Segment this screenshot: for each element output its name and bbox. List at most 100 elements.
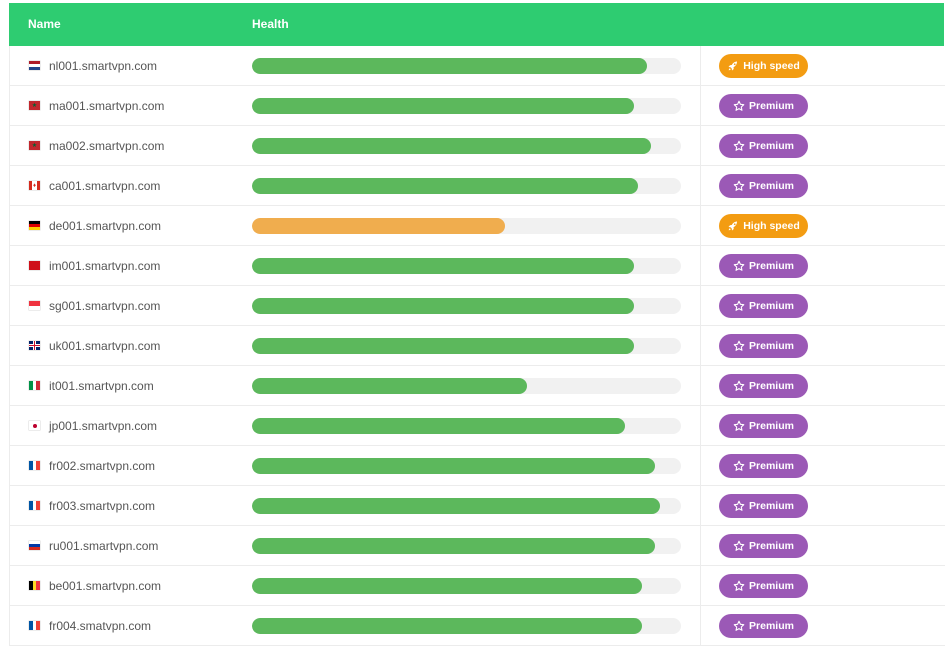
health-bar: [252, 298, 681, 314]
premium-badge: Premium: [719, 174, 808, 198]
health-bar-fill: [252, 218, 506, 234]
server-cell: it001.smartvpn.com: [9, 366, 700, 406]
health-bar-fill: [252, 458, 656, 474]
health-bar-fill: [252, 138, 651, 154]
table-row[interactable]: ♦ ca001.smartvpn.com Premium: [9, 166, 945, 206]
badge-label: Premium: [749, 340, 794, 352]
name-column-header: Name: [28, 17, 61, 31]
health-bar: [252, 538, 681, 554]
rocket-icon: [728, 221, 738, 231]
table-row[interactable]: fr004.smatvpn.com Premium: [9, 606, 945, 646]
health-bar-fill: [252, 338, 634, 354]
star-icon: [733, 300, 745, 311]
badge-cell: Premium: [700, 286, 945, 326]
badge-cell: Premium: [700, 486, 945, 526]
badge-label: Premium: [749, 580, 794, 592]
be-flag-icon: [29, 581, 40, 590]
badge-label: Premium: [749, 460, 794, 472]
server-name: fr003.smartvpn.com: [49, 499, 156, 513]
premium-badge: Premium: [719, 294, 808, 318]
fr-flag-icon: [29, 621, 40, 630]
star-icon: [733, 540, 745, 551]
server-cell: ♦ ca001.smartvpn.com: [9, 166, 700, 206]
ca-flag-icon: ♦: [29, 181, 40, 190]
badge-cell: Premium: [700, 406, 945, 446]
server-cell: be001.smartvpn.com: [9, 566, 700, 606]
badge-label: Premium: [749, 620, 794, 632]
table-row[interactable]: im001.smartvpn.com Premium: [9, 246, 945, 286]
premium-badge: Premium: [719, 534, 808, 558]
server-cell: ★ ma002.smartvpn.com: [9, 126, 700, 166]
badge-cell: Premium: [700, 526, 945, 566]
premium-badge: Premium: [719, 494, 808, 518]
health-bar: [252, 618, 681, 634]
health-bar: [252, 98, 681, 114]
badge-label: Premium: [749, 540, 794, 552]
server-name: ma001.smartvpn.com: [49, 99, 165, 113]
server-name: ca001.smartvpn.com: [49, 179, 161, 193]
server-cell: sg001.smartvpn.com: [9, 286, 700, 326]
badge-label: Premium: [749, 380, 794, 392]
health-bar-fill: [252, 98, 634, 114]
badge-label: Premium: [749, 100, 794, 112]
table-row[interactable]: ru001.smartvpn.com Premium: [9, 526, 945, 566]
table-row[interactable]: it001.smartvpn.com Premium: [9, 366, 945, 406]
table-row[interactable]: uk001.smartvpn.com Premium: [9, 326, 945, 366]
badge-cell: Premium: [700, 366, 945, 406]
health-bar: [252, 378, 681, 394]
table-row[interactable]: ★ ma002.smartvpn.com Premium: [9, 126, 945, 166]
badge-label: Premium: [749, 300, 794, 312]
de-flag-icon: [29, 221, 40, 230]
badge-cell: Premium: [700, 166, 945, 206]
health-bar: [252, 578, 681, 594]
server-cell: nl001.smartvpn.com: [9, 46, 700, 86]
server-name: sg001.smartvpn.com: [49, 299, 161, 313]
star-icon: [733, 580, 745, 591]
table-row[interactable]: ★ ma001.smartvpn.com Premium: [9, 86, 945, 126]
server-name: fr004.smatvpn.com: [49, 619, 152, 633]
badge-cell: Premium: [700, 606, 945, 646]
server-name: ma002.smartvpn.com: [49, 139, 165, 153]
badge-cell: Premium: [700, 566, 945, 606]
ru-flag-icon: [29, 541, 40, 550]
premium-badge: Premium: [719, 134, 808, 158]
server-cell: jp001.smartvpn.com: [9, 406, 700, 446]
premium-badge: Premium: [719, 254, 808, 278]
health-bar-fill: [252, 58, 647, 74]
health-bar-fill: [252, 418, 626, 434]
badge-label: Premium: [749, 500, 794, 512]
badge-label: High speed: [743, 60, 800, 72]
star-icon: [733, 620, 745, 631]
star-icon: [733, 460, 745, 471]
table-row[interactable]: fr002.smartvpn.com Premium: [9, 446, 945, 486]
speed-badge: High speed: [719, 54, 808, 78]
premium-badge: Premium: [719, 334, 808, 358]
table-row[interactable]: de001.smartvpn.com High speed: [9, 206, 945, 246]
table-row[interactable]: jp001.smartvpn.com Premium: [9, 406, 945, 446]
server-name: it001.smartvpn.com: [49, 379, 154, 393]
server-cell: de001.smartvpn.com: [9, 206, 700, 246]
badge-label: Premium: [749, 420, 794, 432]
table-row[interactable]: fr003.smartvpn.com Premium: [9, 486, 945, 526]
star-icon: [733, 340, 745, 351]
health-bar-fill: [252, 258, 634, 274]
table-row[interactable]: sg001.smartvpn.com Premium: [9, 286, 945, 326]
star-icon: [733, 180, 745, 191]
badge-cell: High speed: [700, 46, 945, 86]
table-row[interactable]: be001.smartvpn.com Premium: [9, 566, 945, 606]
server-table: Name Health nl001.smartvpn.com High spee…: [9, 3, 945, 646]
speed-badge: High speed: [719, 214, 808, 238]
health-bar-fill: [252, 538, 656, 554]
nl-flag-icon: [29, 61, 40, 70]
health-bar: [252, 138, 681, 154]
fr-flag-icon: [29, 501, 40, 510]
badge-cell: High speed: [700, 206, 945, 246]
premium-badge: Premium: [719, 614, 808, 638]
star-icon: [733, 420, 745, 431]
server-cell: fr002.smartvpn.com: [9, 446, 700, 486]
server-name: nl001.smartvpn.com: [49, 59, 158, 73]
health-bar-fill: [252, 178, 639, 194]
it-flag-icon: [29, 381, 40, 390]
server-cell: ru001.smartvpn.com: [9, 526, 700, 566]
table-row[interactable]: nl001.smartvpn.com High speed: [9, 46, 945, 86]
